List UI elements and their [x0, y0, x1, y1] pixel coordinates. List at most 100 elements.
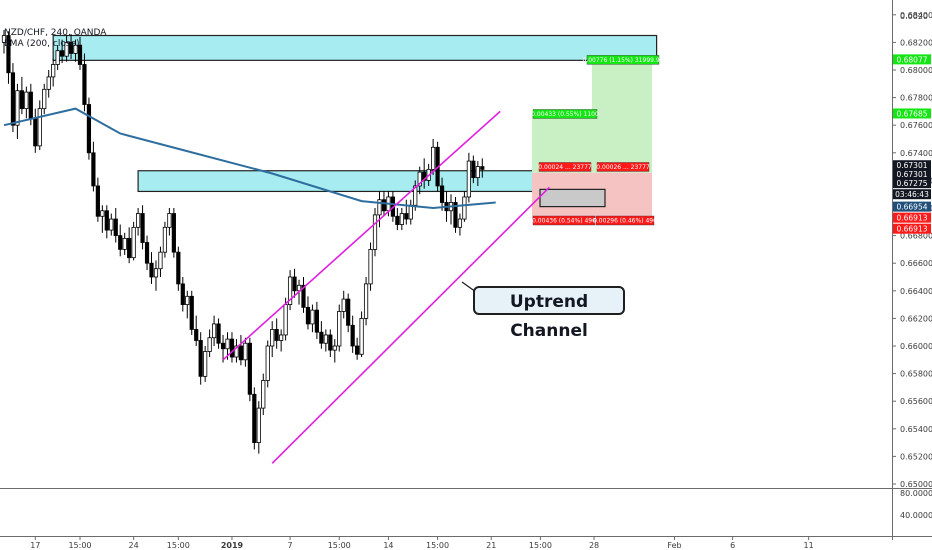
- stop-label-b-text: 0.00296 (0.46%) 496: [593, 218, 657, 225]
- candle-body: [109, 218, 114, 231]
- candle-body: [194, 329, 199, 341]
- symbol-legend: NZD/CHF, 240, OANDA: [4, 28, 107, 38]
- candle-body: [265, 345, 270, 381]
- price-tag-label: 0.66913: [896, 225, 927, 234]
- price-tag-label: 0.66954: [896, 203, 927, 212]
- candle-body: [283, 304, 288, 336]
- candle-body: [310, 309, 315, 325]
- candle-body: [417, 171, 422, 187]
- y-tick-label: 0.66600: [900, 259, 932, 268]
- candle-body: [355, 345, 360, 355]
- x-tick-label: Feb: [667, 541, 681, 550]
- price-tag-label: 0.67685: [896, 109, 927, 118]
- candle-body: [28, 91, 33, 119]
- candle-body: [404, 213, 409, 220]
- candle-body: [207, 337, 212, 352]
- uptrend-channel-callout[interactable]: Uptrend Channel: [473, 286, 625, 341]
- candle-body: [100, 210, 105, 217]
- candle-body: [122, 237, 127, 250]
- candle-body: [261, 380, 266, 409]
- candle-body: [82, 64, 87, 105]
- candle-body: [203, 351, 208, 377]
- candle-body: [64, 42, 69, 57]
- candle-body: [46, 76, 51, 90]
- price-tag-box: [893, 169, 931, 180]
- entry-label-a-text: 0.00024 ... 23777: [538, 164, 592, 171]
- x-tick-label: 21: [486, 541, 496, 550]
- entry-label-a-box: [538, 162, 592, 172]
- time-axis[interactable]: 17 15:00 24 15:00 2019 7 15:00 14 15:00 21 15:00 28…: [30, 536, 814, 550]
- candle-body: [305, 306, 311, 325]
- candle-body: [350, 324, 355, 347]
- y-tick-label: 0.67400: [900, 149, 932, 158]
- candle-body: [118, 235, 123, 250]
- candle-body: [363, 283, 369, 319]
- y-tick-label: 0.66200: [900, 314, 932, 323]
- candle-body: [37, 108, 42, 147]
- x-tick-label: 2019: [221, 541, 244, 550]
- price-tag-box: [893, 178, 931, 189]
- y-tick-label: 0.65600: [900, 397, 932, 406]
- y-tick-label: 0.0020: [900, 12, 928, 21]
- price-tag-label: 03:46:43: [895, 190, 929, 199]
- long-position-tool[interactable]: 0.00776 (1.15%) 31999.94 0.00433 (0.55%) …: [531, 55, 664, 226]
- stop-label-b-box: [595, 215, 655, 226]
- candle-body: [225, 338, 230, 350]
- candle-body: [144, 242, 150, 264]
- candle-body: [247, 342, 252, 395]
- price-tag-label: 0.67275: [896, 179, 927, 188]
- x-tick-label: 15:00: [167, 541, 190, 550]
- candle-body: [256, 407, 261, 444]
- candle-body: [51, 64, 56, 78]
- profit-zone-2: [592, 59, 652, 173]
- x-tick-label: 24: [129, 541, 139, 550]
- entry-box: [539, 188, 606, 208]
- candle-body: [332, 345, 337, 351]
- channel-upper-line: [222, 110, 501, 361]
- candle-body: [431, 146, 436, 170]
- candle-body: [395, 215, 400, 225]
- price-tag-box: [893, 108, 931, 119]
- candle-body: [86, 104, 92, 154]
- lower-pane-label: 40.0000: [900, 511, 932, 520]
- candle-body: [19, 90, 24, 110]
- x-tick-label: 15:00: [328, 541, 351, 550]
- candle-body: [140, 213, 145, 243]
- demand-zone: [137, 170, 546, 193]
- candle-body: [372, 214, 378, 250]
- price-tag-box: [893, 160, 931, 171]
- target1-label-text: 0.00433 (0.55%) 1100: [531, 111, 599, 118]
- candle-body: [171, 213, 176, 253]
- candle-body: [176, 251, 181, 285]
- candle-body: [466, 160, 471, 198]
- y-tick-label: 0.65800: [900, 370, 932, 379]
- candle-body: [274, 329, 279, 341]
- candle-body: [229, 338, 235, 358]
- x-tick-label: 28: [589, 541, 599, 550]
- zones: [52, 34, 658, 193]
- target2-label-box: [586, 55, 660, 65]
- candle-body: [55, 50, 60, 65]
- y-tick-label: 0.68400: [900, 11, 932, 20]
- x-tick-label: 15:00: [426, 541, 449, 550]
- y-tick-label: 0.65000: [900, 480, 932, 489]
- candle-body: [211, 323, 217, 339]
- candle-body: [113, 218, 118, 236]
- candle-body: [475, 166, 480, 179]
- supply-zone: [52, 34, 658, 61]
- candle-body: [180, 283, 185, 305]
- candle-body: [399, 213, 404, 225]
- candle-body: [95, 185, 100, 217]
- candle-body: [368, 248, 373, 285]
- candle-body: [185, 295, 190, 306]
- candle-body: [323, 334, 328, 344]
- price-tag-label: 0.67301: [896, 161, 927, 170]
- price-tag-box: [893, 201, 931, 212]
- x-tick-label: 17: [30, 541, 40, 550]
- candle-body: [91, 152, 96, 187]
- y-tick-label: 0.67600: [900, 121, 932, 130]
